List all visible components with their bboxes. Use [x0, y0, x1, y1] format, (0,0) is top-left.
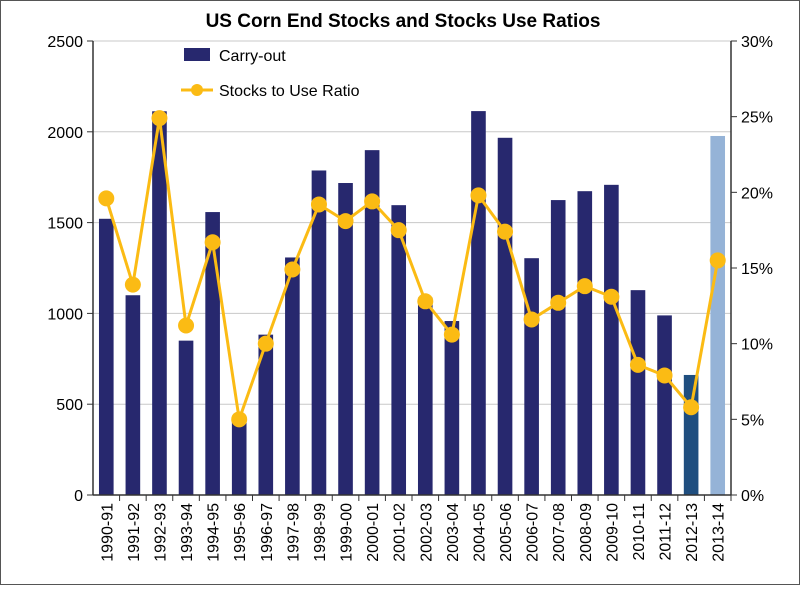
ratio-point-2010-11 [629, 356, 646, 373]
x-axis-tick-label: 2006-07 [525, 503, 542, 562]
ratio-point-1993-94 [178, 317, 195, 334]
bar-2002-03 [417, 297, 433, 495]
bar-1992-93 [152, 111, 167, 495]
ratio-point-1991-92 [124, 276, 141, 293]
ratio-point-1996-97 [257, 335, 274, 352]
x-axis-tick-label: 2009-10 [604, 503, 621, 562]
x-axis-tick-label: 2008-09 [578, 503, 595, 562]
ratio-point-1992-93 [151, 110, 168, 127]
x-axis-tick-label: 1996-97 [259, 503, 276, 562]
bar-1996-97 [258, 334, 274, 495]
ratio-point-2002-03 [417, 293, 434, 310]
ratio-point-2009-10 [603, 288, 620, 305]
x-axis-tick-label: 1990-91 [99, 503, 116, 562]
ratio-point-2003-04 [443, 326, 460, 343]
x-axis-tick-label: 1997-98 [285, 503, 302, 562]
ratio-point-1994-95 [204, 234, 221, 251]
bar-2006-07 [524, 258, 539, 495]
bar-1997-98 [285, 257, 300, 495]
bar-2005-06 [497, 137, 513, 496]
bar-1994-95 [205, 212, 220, 495]
x-axis-tick-label: 2004-05 [471, 503, 488, 562]
bar-2009-10 [604, 184, 619, 495]
left-axis-tick-label: 1000 [47, 306, 83, 323]
bar-2012-13 [683, 374, 699, 495]
right-axis-tick-label: 15% [741, 261, 773, 278]
x-axis-tick-label: 2011-12 [658, 503, 675, 561]
x-axis-tick-label: 2000-01 [365, 503, 382, 562]
ratio-point-2006-07 [523, 311, 540, 328]
x-axis-tick-label: 2005-06 [498, 503, 515, 562]
ratio-point-2004-05 [470, 187, 487, 204]
bar-1991-92 [125, 295, 141, 495]
left-axis-tick-label: 2000 [47, 125, 83, 142]
bar-1993-94 [178, 340, 194, 495]
ratio-point-2005-06 [497, 223, 514, 240]
legend-swatch-carry-out [184, 48, 210, 61]
right-axis-tick-label: 5% [741, 412, 764, 429]
x-axis-tick-label: 2013-14 [711, 503, 728, 562]
bar-2000-01 [364, 150, 380, 495]
left-axis-tick-label: 500 [56, 397, 83, 414]
x-axis-tick-label: 2012-13 [684, 503, 701, 562]
left-axis-tick-label: 1500 [47, 216, 83, 233]
ratio-point-2000-01 [364, 193, 381, 210]
legend-marker-ratio [191, 84, 203, 96]
legend-label-carry-out: Carry-out [219, 48, 286, 65]
x-axis-tick-label: 1992-93 [152, 503, 169, 562]
ratio-point-2007-08 [550, 294, 567, 311]
right-axis-tick-label: 10% [741, 337, 773, 354]
x-axis-tick-label: 2010-11 [631, 503, 648, 561]
bar-2004-05 [471, 111, 486, 496]
bar-2010-11 [630, 290, 646, 495]
x-axis-tick-label: 1995-96 [232, 503, 249, 562]
right-axis-tick-label: 0% [741, 488, 764, 505]
legend: Carry-out Stocks to Use Ratio [181, 48, 360, 100]
ratio-point-1990-91 [98, 190, 115, 207]
bar-2008-09 [577, 191, 593, 495]
ratio-point-2008-09 [576, 278, 593, 295]
x-axis-tick-label: 1998-99 [312, 503, 329, 562]
bar-1990-91 [98, 218, 114, 495]
left-axis-tick-label: 2500 [47, 34, 83, 51]
ratio-point-2013-14 [709, 252, 726, 269]
x-axis-tick-label: 1994-95 [206, 503, 223, 562]
chart-title: US Corn End Stocks and Stocks Use Ratios [206, 11, 601, 32]
bar-2003-04 [444, 321, 460, 495]
bar-2001-02 [391, 205, 407, 496]
bar-2011-12 [657, 315, 672, 495]
bar-1998-99 [311, 170, 327, 495]
ratio-point-1997-98 [284, 261, 301, 278]
x-axis-tick-label: 2001-02 [392, 503, 409, 562]
bar-2007-08 [550, 200, 566, 495]
bar-2013-14 [710, 135, 726, 495]
x-axis-tick-label: 2003-04 [445, 503, 462, 562]
legend-label-ratio: Stocks to Use Ratio [219, 83, 360, 100]
x-axis-tick-label: 1999-00 [339, 503, 356, 562]
ratio-point-2001-02 [390, 222, 407, 239]
right-axis-tick-label: 25% [741, 110, 773, 127]
ratio-point-2012-13 [683, 399, 700, 416]
ratio-point-1998-99 [310, 196, 327, 213]
bar-1999-00 [338, 183, 353, 495]
x-axis-tick-label: 1993-94 [179, 503, 196, 562]
right-axis-tick-label: 20% [741, 185, 773, 202]
x-axis-tick-label: 2007-08 [551, 503, 568, 562]
ratio-point-1995-96 [231, 411, 248, 428]
ratio-point-1999-00 [337, 213, 354, 230]
ratio-line [104, 117, 720, 420]
x-axis-tick-label: 2002-03 [418, 503, 435, 562]
left-axis-tick-label: 0 [74, 488, 83, 505]
bar-1995-96 [231, 417, 247, 495]
right-axis-tick-label: 30% [741, 34, 773, 51]
ratio-point-2011-12 [656, 367, 673, 384]
x-axis-tick-label: 1991-92 [126, 503, 143, 562]
